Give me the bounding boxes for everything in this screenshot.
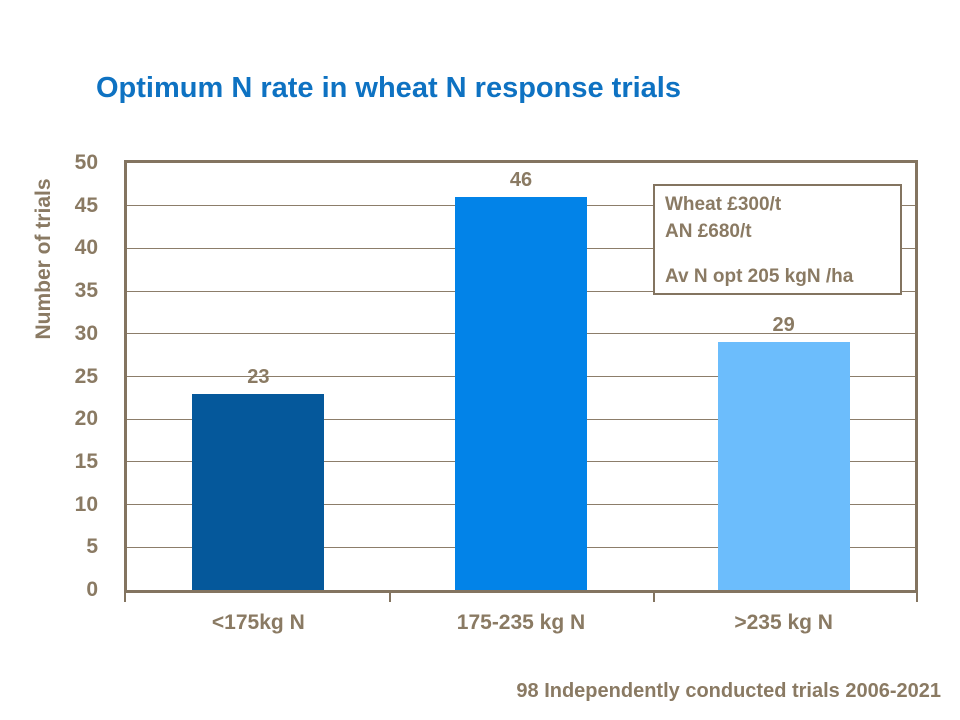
bar-value-label: 29	[772, 314, 795, 337]
bar-value-label: 23	[247, 365, 270, 388]
x-axis-tick-label: >235 kg N	[734, 611, 833, 634]
x-axis-tick-label: <175kg N	[211, 611, 305, 634]
annotation-line-an-price: AN £680/t	[665, 221, 752, 242]
y-axis-tick-label: 30	[74, 321, 98, 345]
annotation-line-wheat-price: Wheat £300/t	[665, 194, 782, 215]
annotation-box: Wheat £300/t AN £680/t Av N opt 205 kgN …	[653, 184, 902, 295]
axis-tick	[653, 593, 656, 602]
bar	[192, 393, 325, 590]
axis-tick	[916, 593, 918, 602]
y-axis-tick-label: 35	[74, 279, 98, 303]
y-axis-tick-label: 5	[86, 535, 98, 559]
bar	[717, 342, 850, 590]
bar	[455, 197, 587, 590]
y-axis-tick-label: 40	[74, 236, 98, 260]
x-axis-tick-label: 175-235 kg N	[456, 611, 586, 634]
y-axis-tick-label: 15	[74, 449, 98, 473]
axis-tick	[124, 593, 126, 602]
annotation-line-av-n-opt: Av N opt 205 kgN /ha	[665, 266, 854, 287]
y-axis-tick-label: 45	[74, 193, 98, 217]
axis-tick	[388, 593, 391, 602]
y-axis-tick-label: 0	[86, 578, 98, 601]
annotation-spacer	[665, 245, 890, 263]
y-axis-tick-label: 25	[74, 364, 98, 388]
y-axis-tick-label: 10	[74, 492, 98, 516]
y-axis-tick-label: 50	[74, 151, 98, 174]
chart-title: Optimum N rate in wheat N response trial…	[96, 72, 681, 104]
bar-value-label: 46	[509, 169, 533, 192]
slide-caption: 98 Independently conducted trials 2006-2…	[516, 680, 941, 702]
plot-area: 23 46 29	[124, 160, 918, 593]
y-axis-tick-label: 20	[74, 407, 98, 431]
